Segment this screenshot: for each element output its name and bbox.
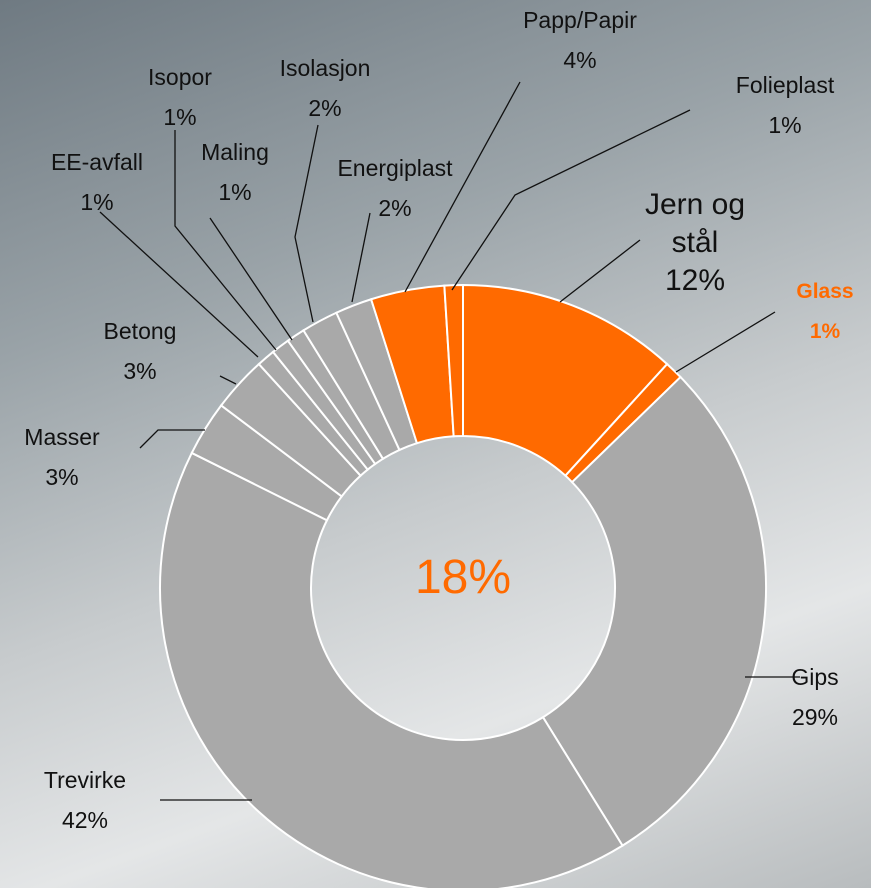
center-label: 18%: [363, 550, 563, 605]
value-label: 42%: [20, 800, 150, 840]
value-label: 2%: [320, 188, 470, 228]
category-label: Glass: [780, 272, 870, 312]
value-label: 3%: [85, 351, 195, 391]
value-label: 4%: [505, 40, 655, 80]
leader-line: [210, 218, 292, 340]
page: 18% Jern og stål12%Glass1%Gips29%Trevirk…: [0, 0, 871, 888]
category-label: Maling: [180, 132, 290, 172]
category-label: Folieplast: [710, 65, 860, 105]
value-label: 1%: [180, 172, 290, 212]
leader-line: [220, 376, 236, 384]
category-label: Papp/Papir: [505, 0, 655, 40]
category-label: Isolasjon: [260, 48, 390, 88]
category-label: Gips: [770, 657, 860, 697]
category-label: Betong: [85, 311, 195, 351]
value-label: 2%: [260, 88, 390, 128]
category-label: Masser: [7, 417, 117, 457]
value-label: 1%: [780, 312, 870, 352]
leader-line: [676, 312, 775, 372]
leader-line: [295, 125, 318, 322]
value-label: 1%: [710, 105, 860, 145]
value-label: 12%: [625, 262, 765, 300]
category-label: Energiplast: [320, 148, 470, 188]
value-label: 1%: [32, 182, 162, 222]
category-label: Isopor: [125, 57, 235, 97]
category-label: Trevirke: [20, 760, 150, 800]
value-label: 29%: [770, 697, 860, 737]
value-label: 1%: [125, 97, 235, 137]
category-label: EE-avfall: [32, 142, 162, 182]
donut-slice: [160, 453, 623, 888]
category-label: Jern og stål: [625, 186, 765, 262]
value-label: 3%: [7, 457, 117, 497]
